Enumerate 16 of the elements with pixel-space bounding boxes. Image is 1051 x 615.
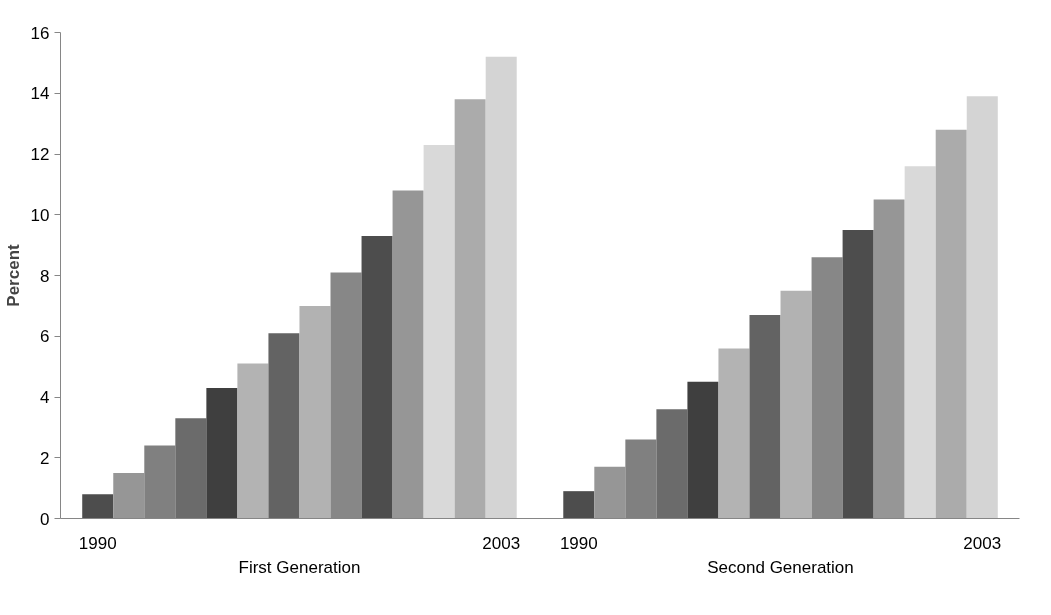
x-tick-label: 1990 bbox=[78, 533, 117, 553]
y-tick-label: 16 bbox=[30, 23, 50, 43]
y-tick-label: 6 bbox=[40, 327, 50, 347]
x-tick-label: 1990 bbox=[559, 533, 598, 553]
y-tick-label: 10 bbox=[30, 205, 50, 225]
y-tick-label: 2 bbox=[40, 448, 50, 468]
y-axis-title: Percent bbox=[3, 243, 23, 307]
text: Second Generation bbox=[707, 557, 854, 577]
x-tick-label: 2003 bbox=[963, 533, 1002, 553]
y-tick-label: 12 bbox=[30, 145, 50, 164]
y-tick-label: 4 bbox=[40, 388, 50, 407]
x-tick-label: 2003 bbox=[482, 533, 521, 553]
y-tick-label: 14 bbox=[30, 84, 50, 104]
text: First Generation bbox=[238, 557, 361, 577]
y-tick-label: 8 bbox=[40, 266, 50, 286]
y-tick-label: 0 bbox=[40, 509, 50, 529]
